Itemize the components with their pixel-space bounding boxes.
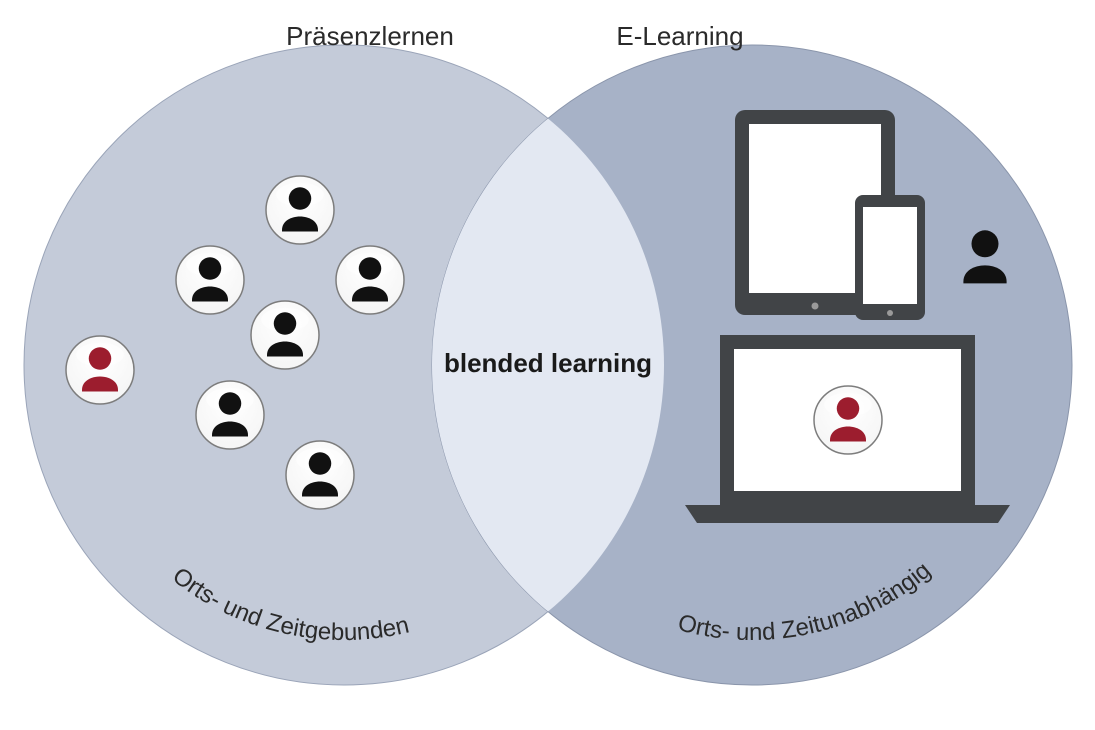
person-icon	[251, 301, 319, 369]
label-right-top: E-Learning	[616, 21, 743, 51]
person-icon	[196, 381, 264, 449]
person-icon	[814, 386, 882, 454]
label-center: blended learning	[444, 348, 652, 378]
person-icon	[286, 441, 354, 509]
label-left-top: Präsenzlernen	[286, 21, 454, 51]
person-icon	[266, 176, 334, 244]
person-icon	[336, 246, 404, 314]
person-icon	[176, 246, 244, 314]
person-icon	[66, 336, 134, 404]
